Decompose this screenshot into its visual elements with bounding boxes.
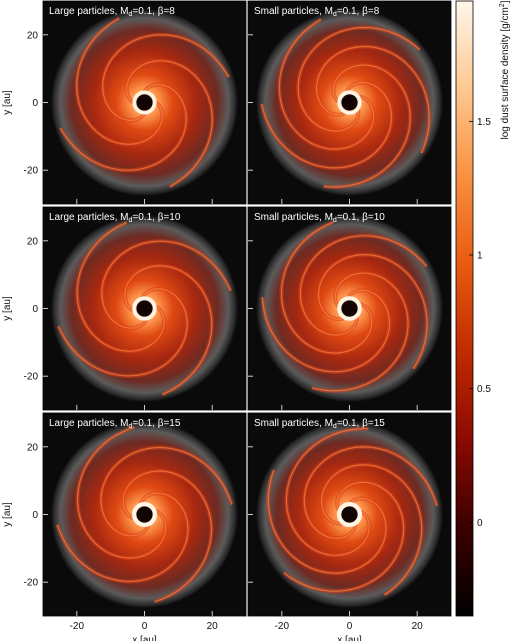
panel-title: Large particles, Md=0.1, β=10	[49, 212, 181, 224]
spiral-arm-highlight	[261, 81, 393, 169]
y-axis-label: y [au]	[2, 90, 13, 115]
inner-hole	[341, 506, 358, 523]
spiral-arm-highlight	[321, 464, 423, 596]
spiral-arm-highlight	[311, 272, 409, 392]
y-tick-label: -20	[24, 578, 39, 589]
x-axis-label: x [au]	[337, 635, 362, 641]
spiral-arm-highlight	[100, 446, 233, 537]
spiral-arm-highlight	[57, 288, 188, 377]
spiral-arms	[260, 220, 430, 393]
y-axis-label: y [au]	[2, 296, 13, 321]
spiral-arm-highlight	[299, 235, 427, 336]
panel-small-0: Small particles, Md=0.1, β=8	[247, 0, 452, 205]
spiral-arm-highlight	[316, 45, 430, 154]
colorbar-label: log dust surface density [g/cm2]	[499, 0, 511, 139]
inner-ring	[337, 90, 362, 115]
x-tick-label: -20	[275, 621, 290, 632]
panel-large-2: Large particles, Md=0.1, β=15	[42, 412, 247, 617]
spiral-arm-highlight	[267, 469, 387, 574]
inner-hole	[136, 94, 153, 111]
inner-hole	[136, 506, 153, 523]
spiral-arm-highlight	[59, 83, 187, 171]
panel-small-1: Small particles, Md=0.1, β=10	[247, 206, 452, 411]
spiral-arm-highlight	[283, 481, 405, 592]
spiral-arms	[58, 16, 231, 189]
panel-grid: Large particles, Md=0.1, β=8 Small partic…	[42, 0, 452, 617]
spiral-arm-highlight	[317, 253, 428, 370]
inner-ring	[132, 296, 157, 321]
panel-title: Large particles, Md=0.1, β=15	[49, 418, 181, 430]
spiral-arm-highlight	[122, 470, 213, 603]
inner-ring	[336, 501, 363, 528]
spiral-arm-highlight	[102, 34, 230, 122]
panel-large-0: Large particles, Md=0.1, β=8	[42, 0, 247, 205]
colorbar-tick-label: 0.5	[477, 384, 491, 395]
panel-large-1: Large particles, Md=0.1, β=10	[42, 206, 247, 411]
y-tick-label: 20	[27, 236, 39, 247]
y-tick-label: -20	[24, 166, 39, 177]
inner-hole	[341, 94, 358, 111]
y-tick-label: 20	[27, 442, 39, 453]
colorbar-tick-label: 1	[477, 251, 483, 262]
spiral-arm-highlight	[278, 18, 375, 150]
spiral-arm-highlight	[101, 240, 232, 329]
spiral-arm-highlight	[323, 64, 411, 188]
spiral-arm-highlight	[261, 289, 390, 373]
spiral-arm-highlight	[280, 221, 373, 354]
panel-title: Small particles, Md=0.1, β=8	[254, 6, 380, 18]
y-axes: 20 0 -20 y [au] 20 0 -20 y [au] 20 0 -20 y [au]	[2, 30, 38, 588]
panel-title: Large particles, Md=0.1, β=8	[49, 6, 175, 18]
inner-ring	[337, 296, 362, 321]
inner-ring	[132, 502, 157, 527]
x-axis: -20 0 20 x [au] -20 0 20 x [au]	[70, 621, 424, 641]
y-tick-label: 20	[27, 30, 39, 41]
y-tick-label: 0	[32, 510, 38, 521]
x-tick-label: 0	[347, 621, 353, 632]
y-tick-label: 0	[32, 98, 38, 109]
spiral-arms	[56, 220, 233, 397]
x-axis-label: x [au]	[132, 635, 157, 641]
spiral-arm-highlight	[125, 60, 213, 188]
spiral-arms	[55, 425, 234, 604]
colorbar-scale	[455, 0, 474, 617]
spiral-arm-highlight	[76, 426, 167, 559]
y-tick-label: 0	[32, 304, 38, 315]
inner-hole	[136, 300, 153, 317]
x-tick-label: 0	[142, 621, 148, 632]
spiral-arm-highlight	[76, 17, 164, 145]
colorbar-tick-label: 0	[477, 518, 483, 529]
colorbar: 1.5 1 0.5 0 log dust surface density [g/cm2]	[455, 0, 511, 617]
spiral-arm-highlight	[303, 446, 438, 539]
spiral-arm-highlight	[297, 26, 421, 132]
spiral-arm-highlight	[124, 265, 213, 396]
panel-title: Small particles, Md=0.1, β=15	[254, 418, 385, 430]
y-tick-label: -20	[24, 372, 39, 383]
panel-small-2: Small particles, Md=0.1, β=15	[247, 412, 452, 617]
spiral-arms	[259, 17, 432, 189]
x-tick-label: -20	[70, 621, 85, 632]
colorbar-tick-label: 1.5	[477, 117, 491, 128]
spiral-arms	[266, 426, 439, 597]
x-tick-label: 20	[207, 621, 219, 632]
spiral-arm-highlight	[285, 428, 370, 556]
panel-title: Small particles, Md=0.1, β=10	[254, 212, 385, 224]
spiral-arm-highlight	[76, 221, 165, 352]
x-tick-label: 20	[412, 621, 424, 632]
spiral-arm-highlight	[56, 492, 189, 583]
inner-hole	[341, 300, 358, 317]
inner-ring	[132, 90, 157, 115]
y-axis-label: y [au]	[2, 502, 13, 527]
